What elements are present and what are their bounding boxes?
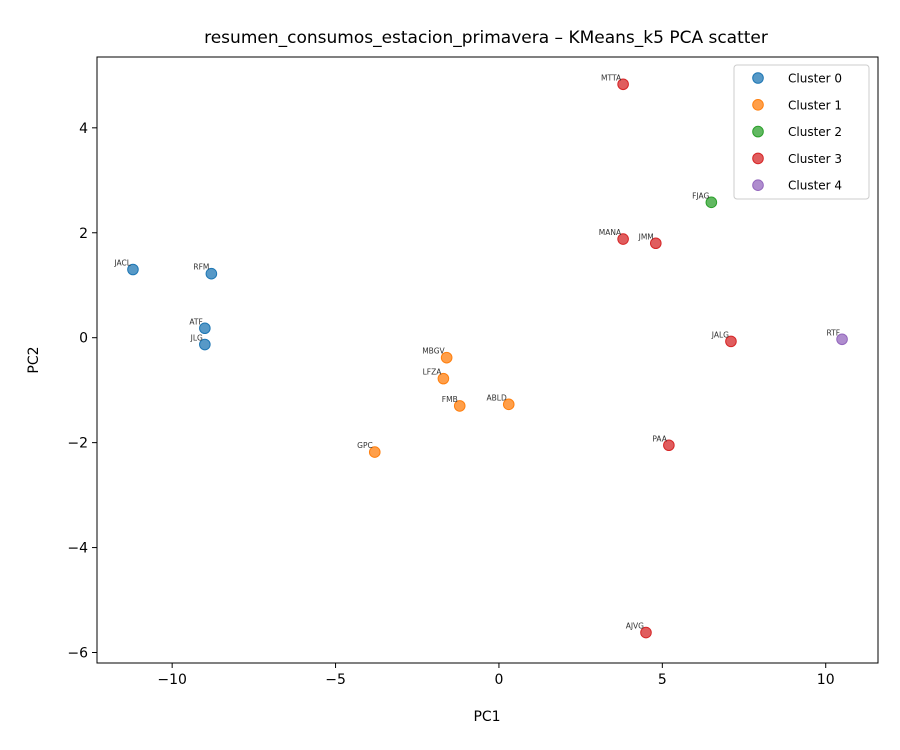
point-label: FJAG — [692, 191, 709, 200]
point-label: MANA — [599, 228, 622, 237]
y-tick-label: −2 — [67, 436, 88, 452]
scatter-point — [437, 372, 450, 385]
legend-label: Cluster 2 — [788, 125, 842, 139]
point-label: FMB — [442, 395, 458, 404]
point-label: JALG — [711, 330, 729, 339]
y-axis: −6 −4 −2 0 2 4 — [67, 121, 97, 662]
y-tick-label: −6 — [67, 646, 88, 662]
scatter-point — [127, 263, 139, 276]
x-tick-label: 10 — [817, 672, 835, 688]
point-label: RTF — [826, 328, 840, 337]
plot-frame — [96, 56, 879, 664]
y-tick-label: −4 — [67, 541, 88, 557]
x-axis-label: PC1 — [473, 709, 500, 725]
scatter-point — [199, 322, 211, 335]
plot-area: JACL RFM ATF JLG MBGV LFZA FMB ABLD GPC FJAG MTTA M… — [113, 73, 848, 639]
point-label: RFM — [193, 263, 209, 272]
scatter-point — [205, 267, 218, 280]
legend: Cluster 0 Cluster 1 Cluster 2 Cluster 3 Clus… — [733, 64, 870, 200]
x-tick-label: −10 — [157, 672, 187, 688]
scatter-point — [199, 338, 211, 351]
legend-marker — [752, 72, 764, 84]
point-label: MBGV — [422, 347, 445, 356]
scatter-point — [453, 400, 466, 412]
point-label: JACL — [113, 258, 131, 267]
point-label: ATF — [189, 317, 202, 326]
x-tick-label: −5 — [325, 672, 346, 688]
scatter-point — [649, 237, 662, 250]
x-tick-label: 0 — [494, 672, 503, 688]
point-label: PAA — [652, 434, 667, 443]
scatter-point — [617, 78, 629, 91]
chart-title: resumen_consumos_estacion_primavera – KM… — [204, 28, 768, 48]
legend-marker — [752, 152, 764, 165]
point-label: ABLD — [487, 393, 507, 402]
x-tick-label: 5 — [658, 672, 667, 688]
y-tick-label: 0 — [79, 331, 88, 347]
y-tick-label: 4 — [79, 121, 88, 137]
legend-label: Cluster 3 — [788, 152, 842, 166]
legend-label: Cluster 0 — [788, 72, 842, 86]
point-label: GPC — [357, 441, 373, 450]
point-label: AJVG — [626, 622, 644, 631]
x-axis: −10 −5 0 5 10 — [157, 663, 835, 688]
legend-marker — [752, 99, 764, 111]
legend-box — [733, 64, 870, 200]
point-label: LFZA — [423, 368, 443, 377]
scatter-point — [617, 233, 629, 245]
point-label: JMM — [638, 232, 654, 241]
scatter-point — [368, 446, 381, 458]
legend-label: Cluster 4 — [788, 179, 842, 193]
point-label: JLG — [190, 334, 203, 343]
point-label: MTTA — [601, 73, 622, 82]
legend-marker — [752, 125, 764, 138]
y-tick-label: 2 — [79, 226, 88, 242]
scatter-point — [663, 439, 675, 452]
y-axis-label: PC2 — [26, 346, 42, 373]
legend-label: Cluster 1 — [788, 98, 842, 112]
legend-marker — [752, 179, 764, 191]
scatter-point — [705, 196, 718, 209]
scatter-point — [502, 398, 515, 411]
scatter-point — [836, 333, 848, 346]
scatter-point — [640, 626, 652, 639]
scatter-point — [440, 351, 453, 364]
scatter-point — [725, 335, 737, 348]
